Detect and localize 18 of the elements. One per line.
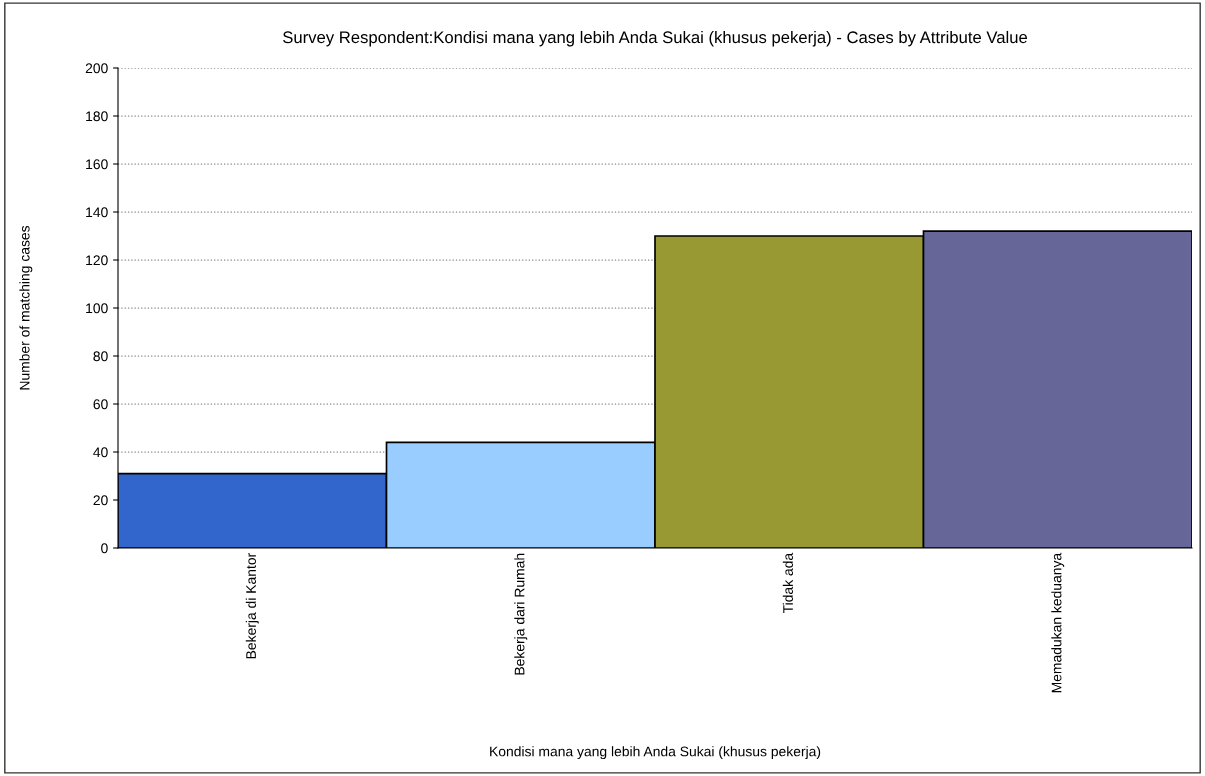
y-tick-label: 120 — [86, 255, 108, 266]
y-tick-label: 20 — [93, 495, 108, 506]
y-tick-label: 200 — [85, 63, 108, 74]
chart-title: Survey Respondent:Kondisi mana yang lebih Anda Sukai (khusus pekerja) - Cases by Attribute Value — [283, 30, 1028, 47]
y-tick-label: 100 — [86, 303, 108, 314]
y-tick-label: 140 — [86, 207, 108, 218]
x-axis-title: Kondisi mana yang lebih Anda Sukai (khusus pekerja) — [490, 746, 821, 760]
y-tick-label: 160 — [86, 159, 108, 170]
y-axis-title: Number of matching cases — [19, 225, 33, 390]
y-tick-label: 40 — [93, 447, 108, 458]
x-tick-label: Bekerja di Kantor — [245, 553, 259, 659]
x-tick-label: Bekerja dari Rumah — [514, 553, 528, 675]
y-tick-label: 0 — [101, 543, 108, 554]
x-tick-label: Memadukan keduanya — [1051, 552, 1065, 693]
y-tick-label: 180 — [86, 111, 108, 122]
x-tick-label: Tidak ada — [782, 552, 793, 614]
y-tick-label: 80 — [93, 351, 108, 362]
y-tick-label: 60 — [93, 399, 108, 410]
